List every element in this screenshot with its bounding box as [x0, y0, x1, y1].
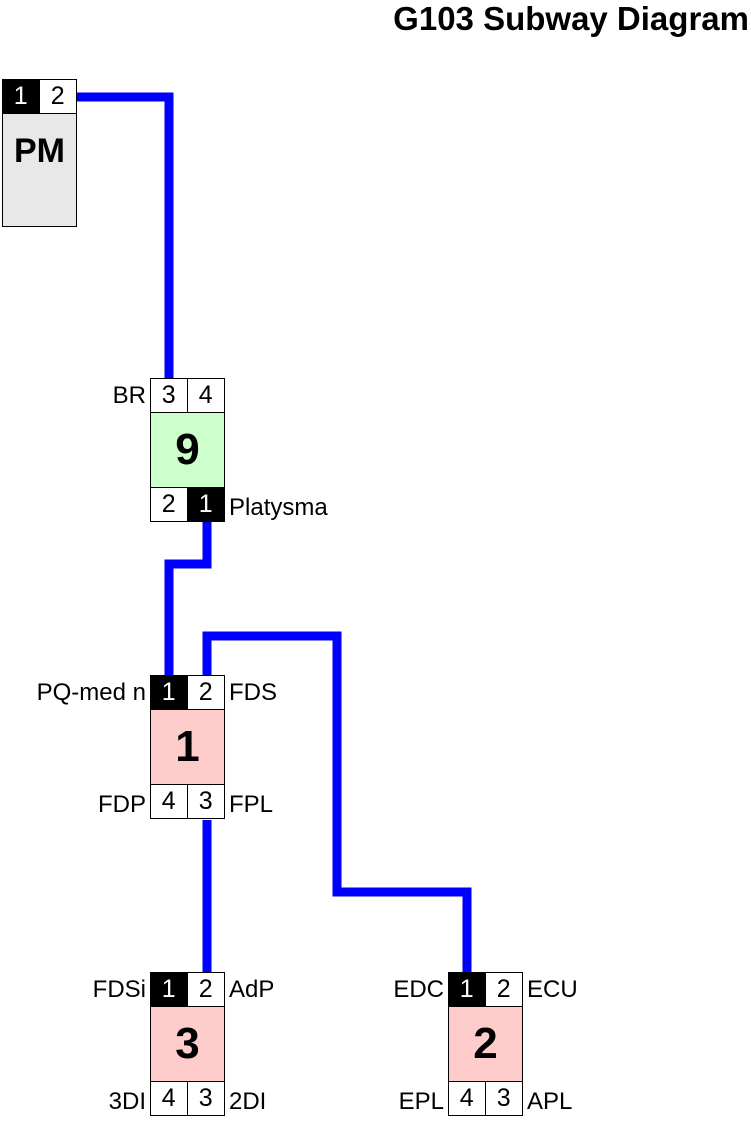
- label-apl: APL: [527, 1088, 573, 1115]
- node-1-bottom-ports: 4 3: [150, 784, 225, 819]
- port: 3: [485, 1081, 523, 1116]
- label-3di: 3DI: [108, 1088, 146, 1115]
- node-2-box: 2: [448, 1007, 523, 1081]
- label-fdsi: FDSi: [92, 976, 146, 1003]
- port: 3: [187, 784, 225, 819]
- port: 2: [485, 972, 523, 1007]
- port: 2: [39, 79, 77, 114]
- node-2-bottom-ports: 4 3: [448, 1081, 523, 1116]
- port: 2: [187, 675, 225, 710]
- node-9-top-ports: 3 4: [150, 378, 225, 413]
- node-9-name: 9: [175, 425, 200, 474]
- port: 1: [2, 79, 40, 114]
- node-pm-top-ports: 1 2: [2, 79, 77, 114]
- node-1-name: 1: [175, 722, 200, 771]
- port: 1: [150, 675, 188, 710]
- diagram-title: G103 Subway Diagram: [393, 0, 749, 37]
- node-2: EDC ECU 1 2 2 4 3 EPL APL: [393, 972, 578, 1116]
- port: 4: [448, 1081, 486, 1116]
- label-pq-med-n: PQ-med n: [36, 679, 146, 706]
- node-1: PQ-med n FDS 1 2 1 4 3 FDP FPL: [37, 675, 277, 819]
- node-pm-box: PM: [2, 114, 77, 227]
- label-ecu: ECU: [527, 976, 578, 1003]
- node-1-box: 1: [150, 710, 225, 784]
- node-pm-name: PM: [14, 132, 65, 170]
- port: 4: [187, 378, 225, 413]
- node-9-bottom-ports: 2 1: [150, 487, 225, 522]
- node-3-box: 3: [150, 1007, 225, 1081]
- node-9: BR 3 4 9 2 1 Platysma: [113, 378, 328, 522]
- port: 1: [448, 972, 486, 1007]
- node-pm: 1 2 PM: [2, 79, 77, 227]
- label-edc: EDC: [393, 976, 444, 1003]
- node-3-top-ports: 1 2: [150, 972, 225, 1007]
- port: 4: [150, 1081, 188, 1116]
- node-9-box: 9: [150, 413, 225, 487]
- node-3: FDSi AdP 1 2 3 4 3 3DI 2DI: [93, 972, 274, 1116]
- label-fpl: FPL: [229, 791, 274, 818]
- label-fdp: FDP: [98, 791, 146, 818]
- label-br: BR: [112, 382, 146, 409]
- label-fds: FDS: [229, 679, 277, 706]
- node-3-name: 3: [175, 1019, 200, 1068]
- label-2di: 2DI: [229, 1088, 267, 1115]
- port: 2: [187, 972, 225, 1007]
- label-platysma: Platysma: [229, 494, 328, 521]
- wire-pm-to-9: [77, 92, 174, 379]
- node-2-top-ports: 1 2: [448, 972, 523, 1007]
- port: 3: [150, 378, 188, 413]
- port: 3: [187, 1081, 225, 1116]
- label-adp: AdP: [229, 976, 275, 1003]
- port: 4: [150, 784, 188, 819]
- node-1-top-ports: 1 2: [150, 675, 225, 710]
- node-2-name: 2: [473, 1019, 498, 1068]
- port: 2: [150, 487, 188, 522]
- wire-1-to-2: [202, 631, 472, 973]
- port: 1: [150, 972, 188, 1007]
- label-epl: EPL: [398, 1088, 444, 1115]
- node-3-bottom-ports: 4 3: [150, 1081, 225, 1116]
- port: 1: [187, 487, 225, 522]
- wire-9-to-1: [164, 521, 212, 676]
